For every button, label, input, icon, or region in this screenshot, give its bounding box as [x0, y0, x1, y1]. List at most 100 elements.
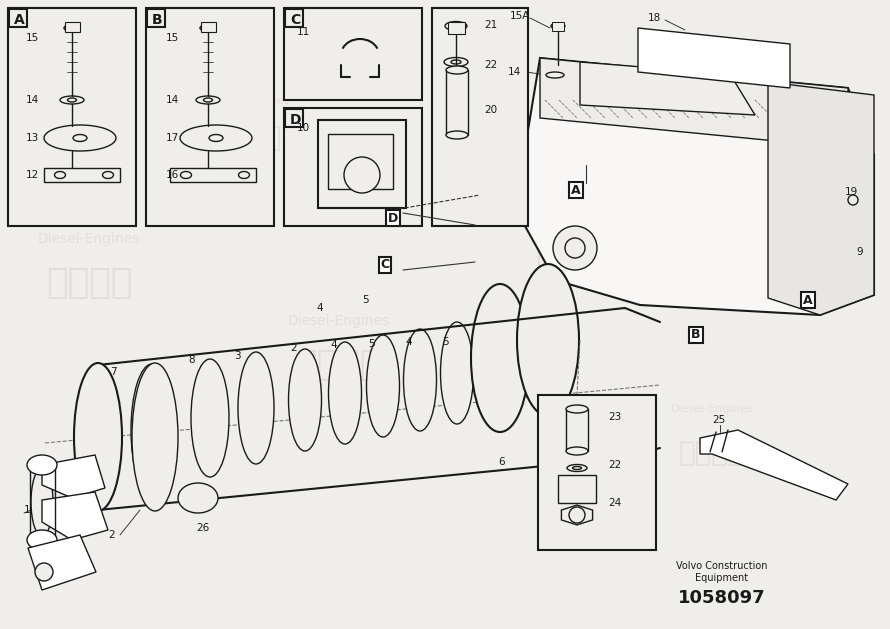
Ellipse shape: [446, 66, 468, 74]
Text: 紧发动力: 紧发动力: [45, 266, 133, 300]
Text: 1058097: 1058097: [678, 589, 765, 607]
Ellipse shape: [31, 468, 53, 536]
Polygon shape: [44, 168, 120, 182]
Ellipse shape: [446, 131, 468, 139]
Ellipse shape: [64, 25, 80, 31]
Text: 4: 4: [405, 337, 411, 347]
Text: 紧发动力: 紧发动力: [295, 348, 382, 382]
Text: 21: 21: [484, 20, 498, 30]
Text: 5: 5: [362, 295, 368, 305]
Ellipse shape: [238, 352, 274, 464]
Ellipse shape: [367, 335, 400, 437]
Text: B: B: [152, 13, 163, 27]
Circle shape: [35, 563, 53, 581]
Text: 11: 11: [297, 27, 311, 37]
Circle shape: [553, 226, 597, 270]
Text: 4: 4: [316, 303, 323, 313]
Circle shape: [848, 195, 858, 205]
Text: 2: 2: [290, 343, 296, 353]
Ellipse shape: [200, 25, 216, 31]
Text: Diesel-Engines: Diesel-Engines: [38, 232, 140, 246]
Ellipse shape: [572, 467, 581, 469]
Bar: [328, 134, 393, 189]
Text: D: D: [290, 113, 302, 127]
Text: B: B: [692, 328, 700, 342]
Text: 20: 20: [484, 105, 498, 115]
Bar: [9, 9, 27, 27]
Text: 10: 10: [297, 123, 310, 133]
Text: 1: 1: [24, 505, 30, 515]
Ellipse shape: [191, 359, 229, 477]
Text: 13: 13: [26, 133, 39, 143]
Ellipse shape: [567, 464, 587, 472]
Ellipse shape: [566, 405, 588, 413]
Text: 17: 17: [166, 133, 179, 143]
Ellipse shape: [178, 483, 218, 513]
Text: 12: 12: [26, 170, 39, 180]
Text: 19: 19: [845, 187, 858, 197]
Polygon shape: [700, 430, 848, 500]
Text: 7: 7: [110, 367, 117, 377]
Text: D: D: [388, 211, 398, 225]
Polygon shape: [768, 82, 874, 315]
Text: 25: 25: [712, 415, 725, 425]
Polygon shape: [540, 58, 848, 148]
Text: 紧发动力: 紧发动力: [679, 439, 745, 467]
Polygon shape: [638, 28, 790, 88]
Ellipse shape: [471, 284, 529, 432]
Text: 14: 14: [508, 67, 522, 77]
Polygon shape: [515, 58, 874, 315]
Text: 16: 16: [166, 170, 179, 180]
Text: C: C: [380, 259, 390, 272]
Bar: [448, 22, 465, 34]
Bar: [201, 22, 216, 32]
Text: 18: 18: [648, 13, 661, 23]
Bar: [284, 108, 422, 226]
Ellipse shape: [204, 98, 213, 102]
Text: 3: 3: [234, 351, 240, 361]
Ellipse shape: [68, 98, 77, 102]
Bar: [285, 9, 303, 27]
Ellipse shape: [444, 57, 468, 67]
Polygon shape: [170, 168, 256, 182]
Text: Diesel-Engines: Diesel-Engines: [208, 96, 290, 106]
Text: 15A: 15A: [510, 11, 530, 21]
Bar: [446, 70, 468, 135]
Text: 5: 5: [368, 339, 375, 349]
Ellipse shape: [403, 329, 436, 431]
Text: 5: 5: [442, 337, 449, 347]
Bar: [147, 9, 165, 27]
Ellipse shape: [209, 135, 223, 142]
Ellipse shape: [102, 172, 114, 179]
Bar: [566, 409, 588, 451]
Bar: [146, 8, 274, 226]
Ellipse shape: [74, 363, 122, 511]
Bar: [318, 120, 406, 208]
Text: 15: 15: [26, 33, 39, 43]
Bar: [285, 109, 303, 127]
Text: 8: 8: [188, 355, 195, 365]
Bar: [558, 475, 596, 503]
Text: 24: 24: [608, 498, 621, 508]
Text: 23: 23: [608, 412, 621, 422]
Text: 26: 26: [196, 523, 209, 533]
Ellipse shape: [445, 21, 467, 30]
Ellipse shape: [441, 322, 473, 424]
Text: 22: 22: [608, 460, 621, 470]
Ellipse shape: [181, 172, 191, 179]
Ellipse shape: [196, 96, 220, 104]
Ellipse shape: [517, 264, 579, 416]
Polygon shape: [42, 455, 105, 498]
Ellipse shape: [566, 447, 588, 455]
Bar: [284, 8, 422, 100]
Ellipse shape: [288, 349, 321, 451]
Ellipse shape: [546, 72, 564, 78]
Text: A: A: [571, 184, 581, 196]
Ellipse shape: [27, 530, 57, 550]
Ellipse shape: [54, 172, 66, 179]
Ellipse shape: [328, 342, 361, 444]
Bar: [8, 8, 136, 226]
Text: Diesel-Engines: Diesel-Engines: [528, 201, 629, 214]
Text: A: A: [803, 294, 813, 306]
Text: 14: 14: [26, 95, 39, 105]
